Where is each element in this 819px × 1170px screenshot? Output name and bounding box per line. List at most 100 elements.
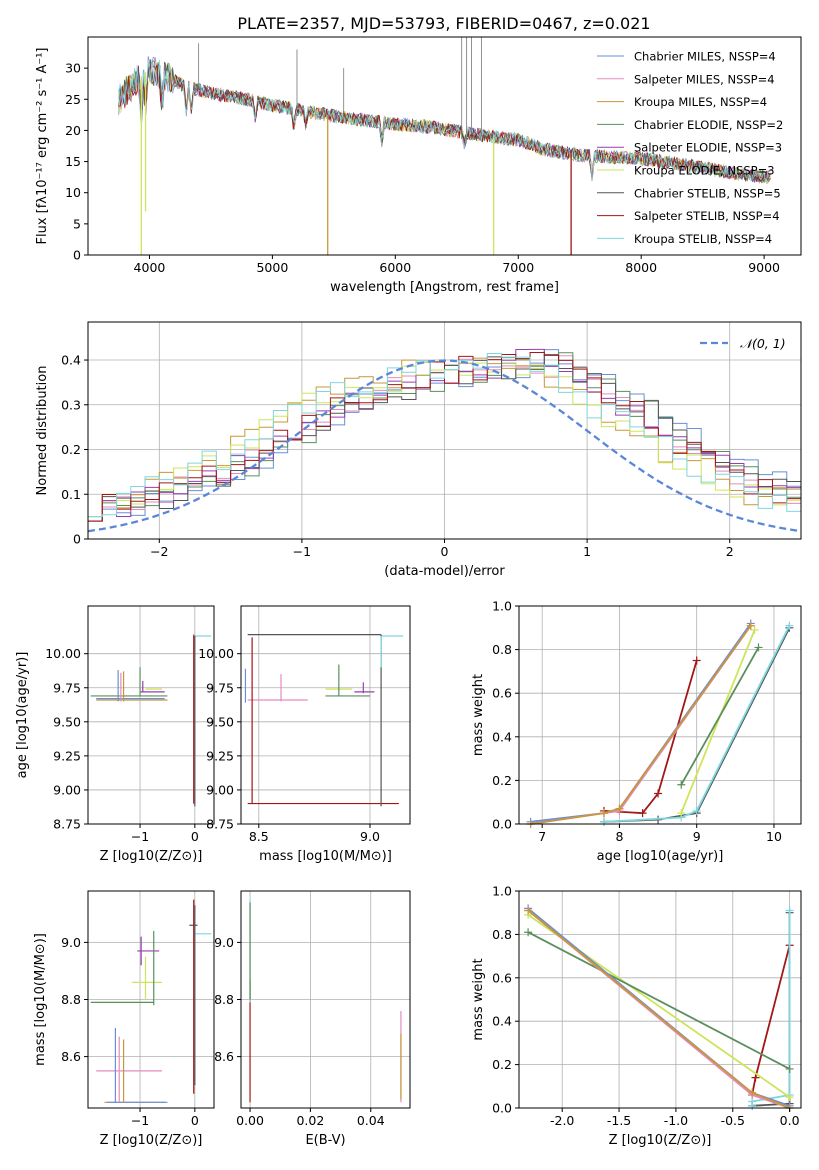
x-tick-label: 9 <box>693 829 701 844</box>
series-line <box>603 625 791 823</box>
series-marker <box>692 656 701 665</box>
x-tick-label: 7 <box>538 829 546 844</box>
series-marker <box>524 906 533 915</box>
y-tick-label: 8.6 <box>214 1049 234 1064</box>
y-tick-label: 8.75 <box>53 817 81 832</box>
y-tick-label: 9.25 <box>206 748 234 763</box>
axes-frame <box>240 605 411 825</box>
series-marker <box>599 817 608 826</box>
series-marker <box>654 789 663 798</box>
y-tick-label: 9.00 <box>206 782 234 797</box>
y-tick-label: 15 <box>65 154 81 169</box>
x-tick-label: 0.0 <box>780 1113 800 1128</box>
y-axis-label: mass weight <box>471 958 486 1040</box>
y-tick-label: 10 <box>65 185 81 200</box>
series-marker <box>615 804 624 813</box>
x-tick-label: -2.0 <box>550 1113 574 1128</box>
panel-age-vs-Z: −1 0 8.75 9.00 9.25 9.50 9.75 10.00 Z [log10(Z/Z… <box>15 605 215 864</box>
histogram-series <box>88 352 801 518</box>
legend-entry: Salpeter MILES, NSSP=4 <box>634 72 775 86</box>
y-tick-label: 9.50 <box>53 714 81 729</box>
series-marker <box>677 780 686 789</box>
y-axis-label: Flux [fλ10⁻¹⁷ erg cm⁻² s⁻¹ A⁻¹] <box>35 48 50 245</box>
figure-title: PLATE=2357, MJD=53793, FIBERID=0467, z=0… <box>237 14 650 33</box>
y-tick-label: 8.6 <box>61 1049 81 1064</box>
plot-area <box>526 619 794 828</box>
legend-entry: Chabrier ELODIE, NSSP=2 <box>634 118 783 132</box>
legend-entry: Kroupa MILES, NSSP=4 <box>634 95 767 109</box>
y-tick-label: 0.2 <box>492 1057 512 1072</box>
x-tick-label: 0.00 <box>236 1113 264 1128</box>
x-axis-label: wavelength [Angstrom, rest frame] <box>330 280 559 295</box>
series-marker <box>748 1088 757 1097</box>
x-tick-label: 5000 <box>256 260 288 275</box>
y-tick-label: 8.8 <box>214 992 234 1007</box>
y-tick-label: 20 <box>65 123 81 138</box>
series-line <box>530 625 752 825</box>
panel-spectrum: 4000 5000 6000 7000 8000 9000 0 5 10 15 20 25 30 wave… <box>35 36 802 295</box>
x-tick-label: −2 <box>150 544 168 559</box>
series-line <box>751 945 791 1096</box>
x-tick-label: 7000 <box>502 260 534 275</box>
x-tick-label: 2 <box>726 544 734 559</box>
series-marker <box>785 906 794 915</box>
series-line <box>527 931 791 1070</box>
x-axis-label: (data-model)/error <box>384 564 505 579</box>
y-tick-label: 9.0 <box>61 935 81 950</box>
plot-area <box>118 37 771 255</box>
y-tick-label: 0.3 <box>61 397 81 412</box>
x-tick-label: 6000 <box>379 260 411 275</box>
x-tick-label: 8 <box>615 829 623 844</box>
plot-area <box>90 634 212 807</box>
panel-mass-weight-vs-age: 7 8 9 10 0.0 0.2 0.4 0.6 0.8 1.0 age [log10(age/yr… <box>471 599 802 864</box>
panel-mass-weight-vs-Z: -2.0 -1.5 -1.0 -0.5 0.0 0.0 0.2 0.4 0.6 0.8 1.0 Z [… <box>471 884 802 1148</box>
series-marker <box>785 1064 794 1073</box>
plot-area <box>87 348 802 533</box>
y-axis-label: Normed distribution <box>35 366 50 496</box>
y-tick-label: 0.6 <box>492 970 512 985</box>
y-axis-label: age [log10(age/yr)] <box>15 652 30 779</box>
series-line <box>530 625 752 825</box>
series-line <box>752 912 791 1107</box>
series-marker <box>754 643 763 652</box>
series-line <box>680 646 760 786</box>
y-axis-label: mass weight <box>471 674 486 756</box>
series-marker <box>785 1093 794 1102</box>
x-tick-label: 0 <box>441 544 449 559</box>
y-tick-label: 8.8 <box>61 992 81 1007</box>
legend-entry: Kroupa ELODIE, NSSP=3 <box>634 164 775 178</box>
y-tick-label: 5 <box>73 216 81 231</box>
x-axis-label: age [log10(age/yr)] <box>597 849 724 864</box>
x-axis-label: Z [log10(Z/Z⊙)] <box>100 849 203 864</box>
y-tick-label: 9.25 <box>53 748 81 763</box>
y-tick-label: 0.2 <box>492 773 512 788</box>
panel-residuals: −2 −1 0 1 2 0 0.1 0.2 0.3 0.4 (data-model)/error No… <box>35 321 802 579</box>
plot-area <box>244 634 404 807</box>
x-tick-label: 0.04 <box>357 1113 385 1128</box>
x-tick-label: 4000 <box>134 260 166 275</box>
y-tick-label: 0.0 <box>492 1101 512 1116</box>
x-axis-label: E(B-V) <box>305 1133 345 1148</box>
series-marker <box>746 621 755 630</box>
y-tick-label: 0.4 <box>492 729 512 744</box>
y-tick-label: 0.4 <box>61 353 81 368</box>
series-marker <box>677 809 686 818</box>
axes-frame <box>87 605 215 825</box>
y-tick-label: 0.2 <box>61 442 81 457</box>
series-marker <box>638 809 647 818</box>
axes-frame <box>518 890 802 1109</box>
x-axis-label: mass [log10(M/M⊙)] <box>259 849 392 864</box>
y-tick-label: 0.8 <box>492 927 512 942</box>
y-tick-label: 9.75 <box>206 680 234 695</box>
legend: Chabrier MILES, NSSP=4 Salpeter MILES, NS… <box>597 50 783 246</box>
y-tick-label: 9.50 <box>206 714 234 729</box>
y-tick-label: 0.8 <box>492 642 512 657</box>
legend-entry: Salpeter STELIB, NSSP=4 <box>634 209 780 223</box>
y-tick-label: 0.4 <box>492 1014 512 1029</box>
x-tick-label: -1.5 <box>607 1113 631 1128</box>
y-tick-label: 1.0 <box>492 884 512 899</box>
x-tick-label: 0 <box>191 829 199 844</box>
x-tick-label: -0.5 <box>721 1113 745 1128</box>
y-tick-label: 0 <box>73 532 81 547</box>
plot-area <box>249 899 402 1103</box>
